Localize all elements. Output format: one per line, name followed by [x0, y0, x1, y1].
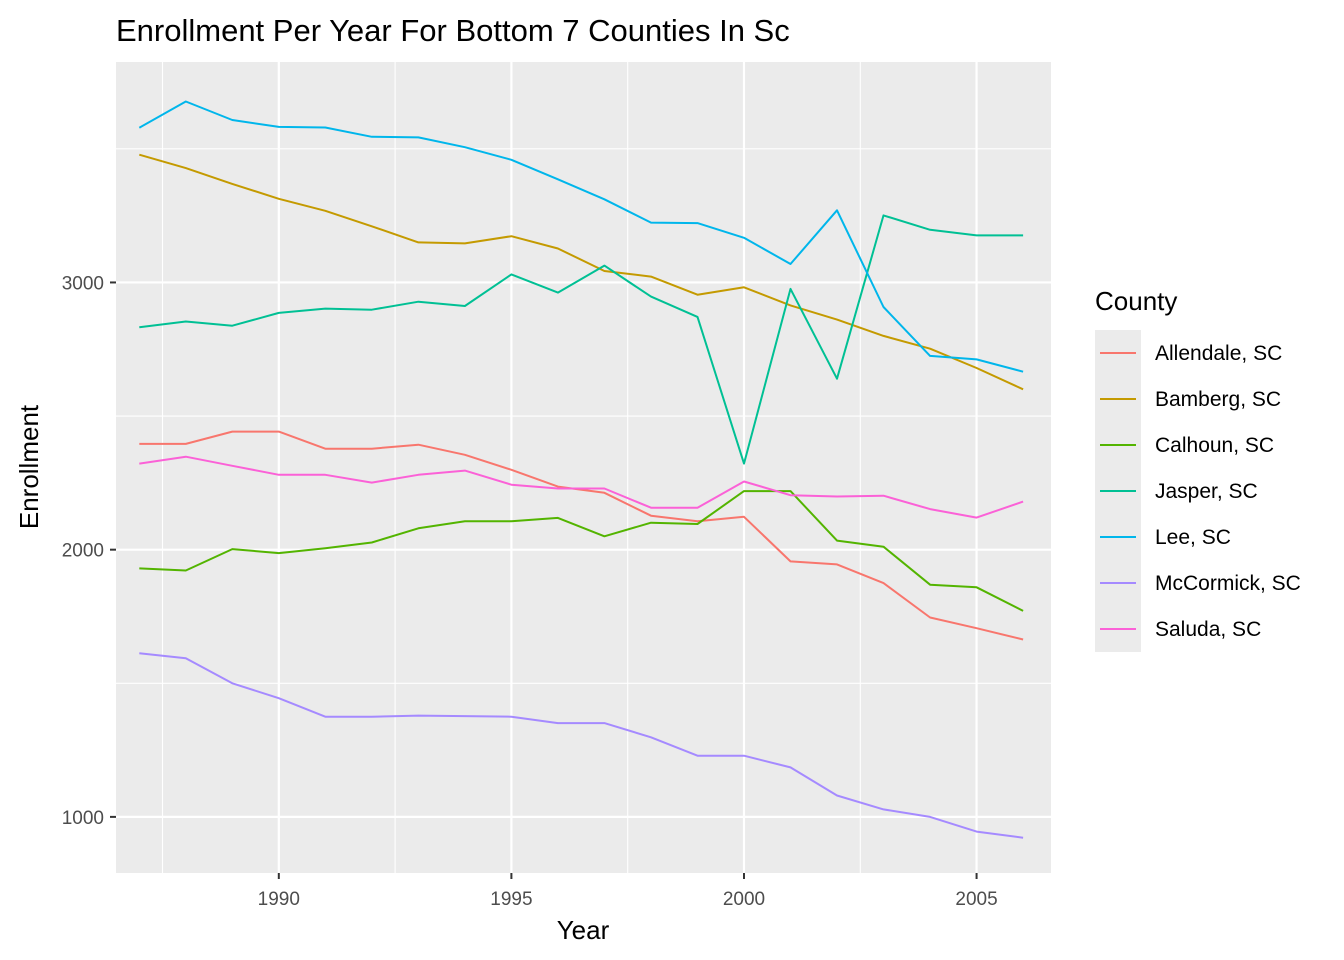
- series-line-5: [139, 652, 1024, 839]
- x-tick-label: 2000: [723, 889, 765, 910]
- legend: County Allendale, SC Bamberg, SC Calhoun, …: [1095, 286, 1301, 652]
- legend-label: Jasper, SC: [1155, 480, 1258, 503]
- y-tick-label: 1000: [62, 808, 104, 829]
- legend-label: Bamberg, SC: [1155, 388, 1281, 411]
- y-axis-title: Enrollment: [14, 404, 44, 529]
- x-axis-title: Year: [557, 915, 610, 945]
- major-gridlines: [116, 62, 1051, 873]
- series-line-6: [139, 455, 1024, 519]
- series-line-0: [139, 430, 1024, 641]
- series-line-3: [139, 214, 1024, 465]
- legend-items: Allendale, SC Bamberg, SC Calhoun, SC Jaspe…: [1095, 330, 1301, 652]
- series-line-1: [139, 153, 1024, 391]
- legend-label: Lee, SC: [1155, 526, 1231, 549]
- legend-title: County: [1095, 286, 1177, 316]
- legend-label: Allendale, SC: [1155, 342, 1282, 365]
- y-tick-label: 2000: [62, 541, 104, 562]
- legend-label: Calhoun, SC: [1155, 434, 1274, 457]
- y-axis: 1000 2000 3000: [62, 273, 116, 829]
- x-tick-label: 1990: [258, 889, 300, 910]
- x-axis: 1990 1995 2000 2005: [258, 873, 998, 910]
- series-lines: [138, 100, 1024, 839]
- minor-gridlines: [116, 62, 1051, 873]
- x-tick-label: 1995: [490, 889, 532, 910]
- series-line-2: [139, 490, 1024, 612]
- x-tick-label: 2005: [955, 889, 997, 910]
- legend-label: Saluda, SC: [1155, 618, 1261, 641]
- legend-label: McCormick, SC: [1155, 572, 1301, 595]
- chart-title: Enrollment Per Year For Bottom 7 Countie…: [116, 13, 790, 48]
- plot-panel: [116, 62, 1051, 873]
- y-tick-label: 3000: [62, 273, 104, 294]
- series-line-4: [138, 100, 1024, 373]
